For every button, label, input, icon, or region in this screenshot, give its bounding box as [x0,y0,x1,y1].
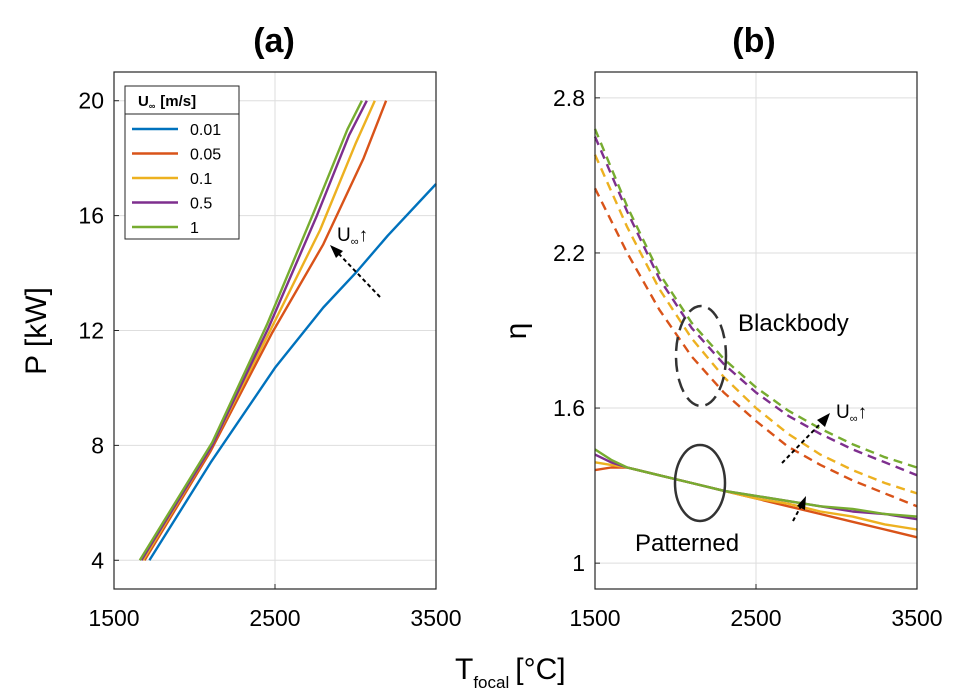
series-line-blackbody-2 [593,136,918,477]
series-line-1 [143,100,388,561]
panel-b-annotation-uparrow: ↑ [858,402,868,423]
x-axis-label-sub: focal [473,673,509,692]
panel-b-title: (b) [732,22,775,60]
x-tick-label: 1500 [88,605,139,631]
panel-b-ticks: 1500 2500 3500 1 1.6 2.2 2.8 [553,85,943,631]
legend-title: U∞ [m/s] [138,93,196,111]
x-tick-label: 2500 [249,605,300,631]
x-tick-label: 1500 [569,605,620,631]
panel-a-axes-box [113,71,437,590]
blackbody-ellipse [674,304,728,408]
series-line-0 [148,183,437,561]
x-axis-label: Tfocal [°C] [455,653,566,692]
panel-b-annotation-arrowhead-upper [817,413,830,427]
panel-a-annotation-text: U∞↑ [337,225,368,248]
legend-title-main: U [138,93,149,110]
y-tick-label: 16 [78,203,104,229]
y-tick-label: 2.2 [553,240,585,266]
legend-box [124,85,240,240]
series-line-4 [138,100,363,561]
y-tick-label: 8 [91,432,104,458]
legend: U∞ [m/s] 0.01 0.05 0.1 0.5 1 [124,85,240,240]
panel-a: (a) 1500 2500 3500 4 8 12 16 20 P [kW] U∞ [m/s] … [20,22,462,631]
panel-a-series [138,100,437,561]
series-line-blackbody-0 [593,187,918,508]
panel-b-annotation-arrow-upper [781,421,823,464]
y-tick-label: 2.8 [553,85,585,111]
panel-a-ticks: 1500 2500 3500 4 8 12 16 20 [78,88,461,631]
legend-entry-label: 0.5 [190,196,212,213]
panel-b-annotation-sub: ∞ [850,413,858,425]
y-tick-label: 20 [78,88,104,114]
series-line-3 [140,100,368,561]
legend-items: 0.01 0.05 0.1 0.5 1 [132,122,221,237]
patterned-label: Patterned [635,530,739,557]
panel-b-annotation-main: U [836,402,850,423]
legend-entry-label: 0.05 [190,147,221,164]
panel-b: (b) 1500 2500 3500 1 1.6 2.2 2.8 η Blackbody P… [500,22,943,631]
x-axis-label-main: T [455,653,473,686]
panel-a-title: (a) [253,22,295,60]
panel-a-annotation-uparrow: ↑ [359,225,369,246]
legend-entry-label: 1 [190,220,199,237]
panel-a-annotation-sub: ∞ [351,236,359,248]
panel-b-axes-box [594,71,918,590]
y-tick-label: 1.6 [553,395,585,421]
panel-a-ylabel: P [kW] [20,287,53,375]
panel-a-annotation-main: U [337,225,351,246]
panel-b-annotation-arrowhead-lower [797,496,806,510]
x-tick-label: 3500 [891,605,942,631]
legend-title-unit: [m/s] [160,93,196,110]
blackbody-label: Blackbody [738,310,849,337]
panel-b-series [593,128,918,539]
legend-entry-label: 0.1 [190,171,212,188]
patterned-ellipse [673,443,727,523]
panel-b-ylabel: η [500,323,533,340]
series-line-blackbody-1 [593,154,918,495]
panel-b-annotation-arrow-lower [792,505,802,522]
legend-entry-label: 0.01 [190,122,221,139]
legend-title-sub: ∞ [149,101,156,111]
x-tick-label: 2500 [730,605,781,631]
x-tick-label: 3500 [410,605,461,631]
series-line-patterned-7 [594,448,918,518]
panel-a-annotation-arrow [337,252,381,298]
y-tick-label: 1 [572,550,585,576]
x-axis-label-unit: [°C] [515,653,565,686]
y-tick-label: 4 [91,547,104,573]
panel-b-annotation-text: U∞↑ [836,402,867,425]
series-line-blackbody-3 [593,128,918,469]
panel-a-annotation-arrowhead [330,245,343,258]
y-tick-label: 12 [78,318,104,344]
